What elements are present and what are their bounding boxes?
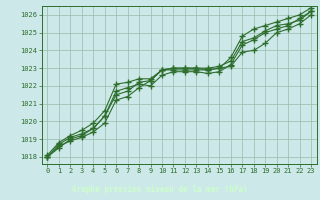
Text: Graphe pression niveau de la mer (hPa): Graphe pression niveau de la mer (hPa) bbox=[72, 185, 248, 194]
